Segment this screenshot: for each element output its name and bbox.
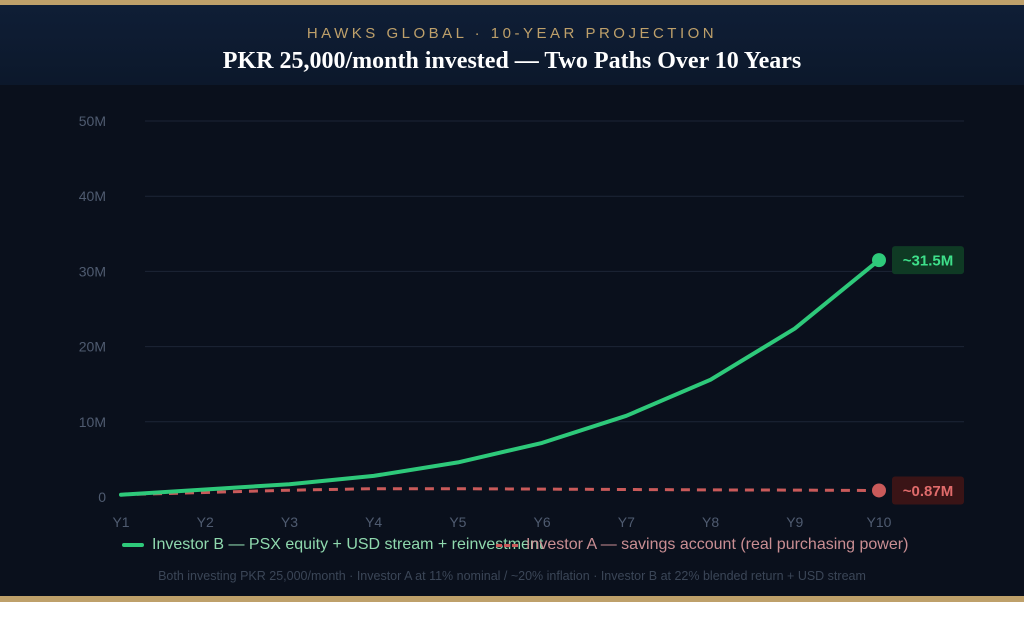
legend-label-investor-a: Investor A — savings account (real purch… bbox=[526, 536, 909, 553]
end-marker-investor-b bbox=[872, 253, 886, 268]
y-tick-label: 30M bbox=[79, 263, 106, 279]
x-tick-label: Y3 bbox=[281, 514, 298, 530]
x-tick-label: Y6 bbox=[534, 514, 551, 530]
series-line-investor-b bbox=[119, 258, 881, 497]
x-tick-label: Y7 bbox=[618, 514, 635, 530]
legend-investor-a: Investor A — savings account (real purch… bbox=[496, 536, 908, 554]
end-marker-investor-a bbox=[872, 483, 886, 498]
chart-header: HAWKS GLOBAL · 10-YEAR PROJECTION PKR 25… bbox=[0, 5, 1024, 85]
legend-swatch-investor-b bbox=[122, 543, 144, 547]
chart-kicker: HAWKS GLOBAL · 10-YEAR PROJECTION bbox=[306, 25, 718, 42]
end-label-investor-a: ~0.87M bbox=[903, 483, 953, 500]
y-tick-label: 40M bbox=[79, 188, 106, 204]
gold-top-border bbox=[0, 0, 1024, 5]
x-tick-label: Y8 bbox=[702, 514, 719, 530]
x-tick-label: Y1 bbox=[112, 514, 129, 530]
y-tick-label: 0 bbox=[98, 489, 106, 505]
y-tick-label: 20M bbox=[79, 339, 106, 355]
x-tick-label: Y10 bbox=[867, 514, 892, 530]
x-tick-label: Y2 bbox=[197, 514, 214, 530]
y-tick-label: 10M bbox=[79, 414, 106, 430]
projection-line-chart: 0 10M 20M 30M 40M 50M Y1 Y2 Y3 Y4 Y5 Y6 Y7 Y8 Y9 Y10 ~… bbox=[79, 113, 964, 530]
end-label-investor-b: ~31.5M bbox=[903, 253, 953, 270]
chart-title: PKR 25,000/month invested — Two Paths Ov… bbox=[222, 48, 802, 74]
legend-swatch-investor-a bbox=[496, 543, 518, 547]
chart-card: HAWKS GLOBAL · 10-YEAR PROJECTION PKR 25… bbox=[0, 0, 1024, 602]
x-tick-label: Y4 bbox=[365, 514, 382, 530]
gold-bottom-border bbox=[0, 596, 1024, 602]
series-line-investor-a bbox=[120, 487, 880, 497]
end-label-box-investor-b bbox=[892, 246, 964, 275]
end-label-box-investor-a bbox=[892, 476, 964, 505]
legend-investor-b: Investor B — PSX equity + USD stream + r… bbox=[122, 536, 543, 554]
y-tick-label: 50M bbox=[79, 113, 106, 129]
legend-label-investor-b: Investor B — PSX equity + USD stream + r… bbox=[152, 536, 544, 553]
chart-footnote: Both investing PKR 25,000/month · Invest… bbox=[158, 569, 866, 583]
x-tick-label: Y5 bbox=[449, 514, 466, 530]
x-tick-label: Y9 bbox=[786, 514, 803, 530]
